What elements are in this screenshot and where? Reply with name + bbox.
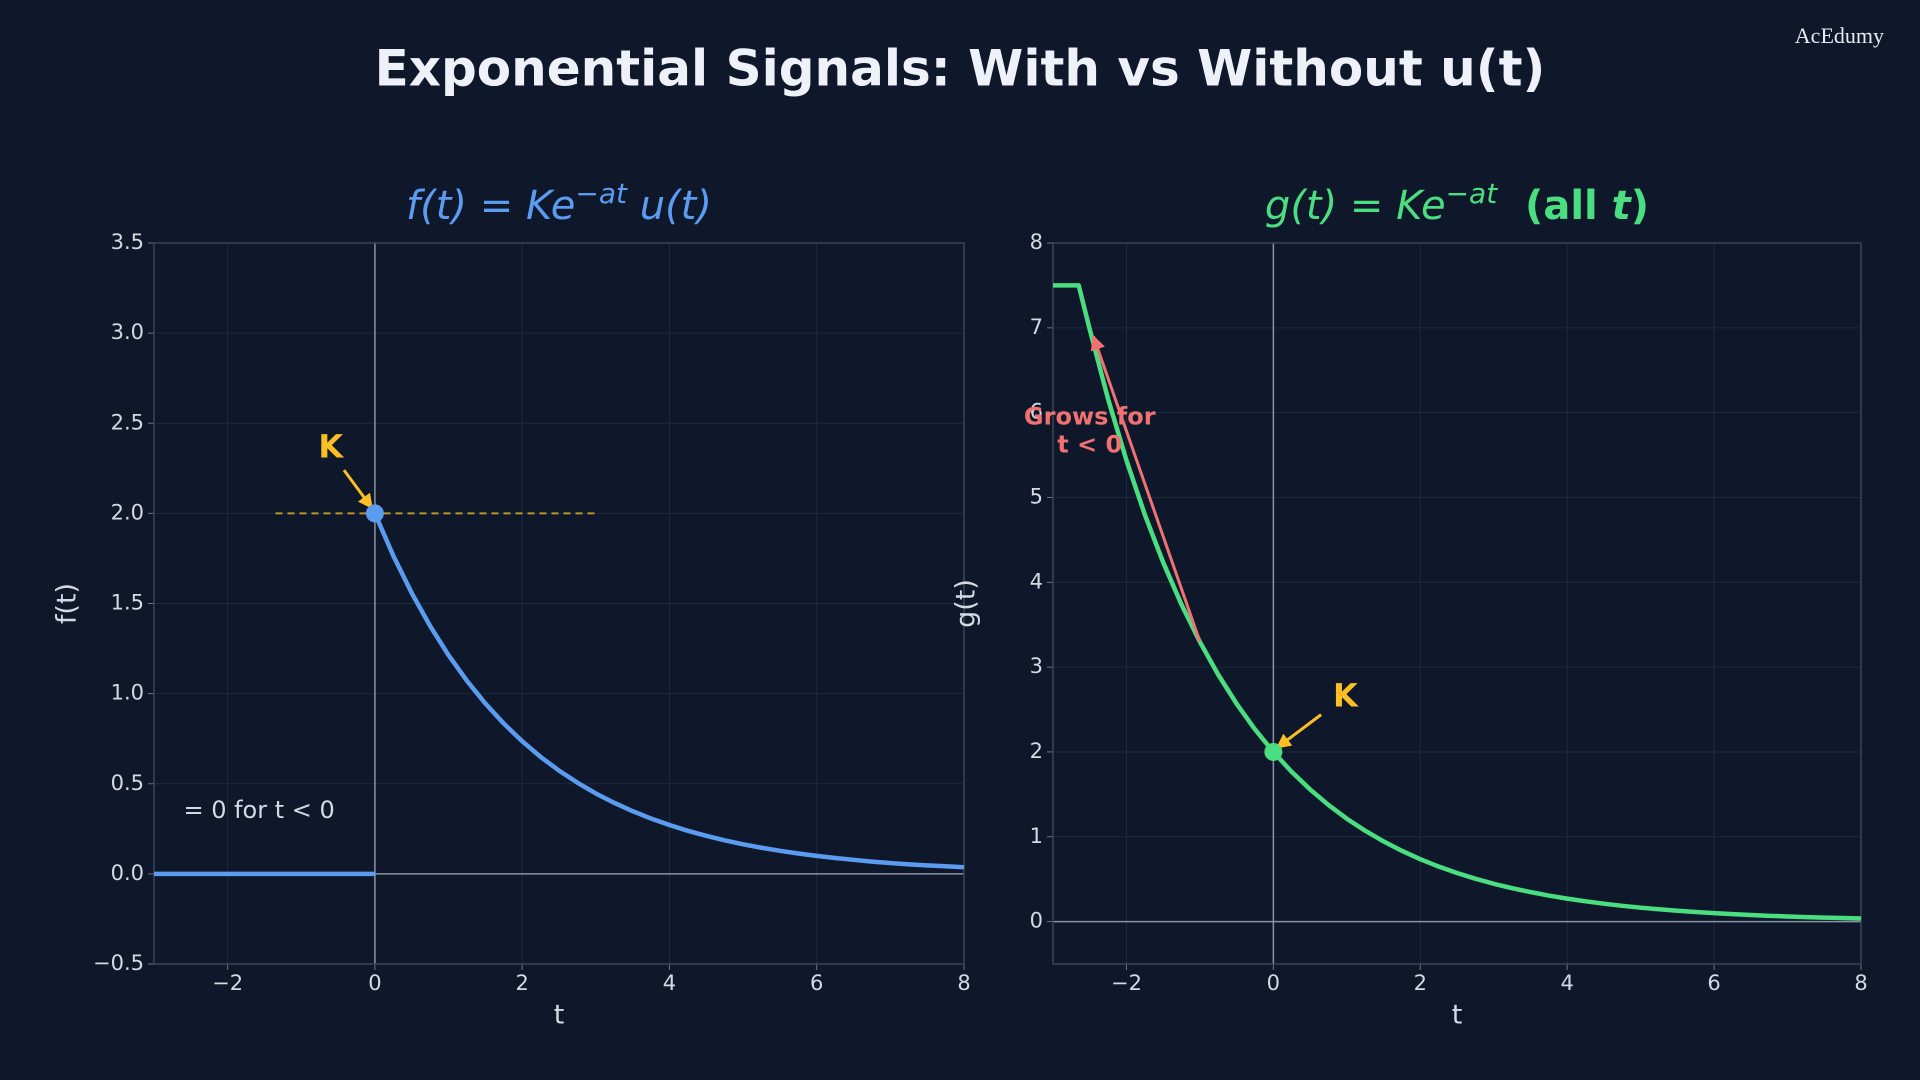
watermark: AcEdumy bbox=[1795, 23, 1884, 48]
title-part: (all bbox=[1497, 183, 1611, 229]
y-tick-label: 0.0 bbox=[111, 861, 144, 885]
annotation-text: K bbox=[1333, 677, 1359, 715]
signal-line bbox=[1053, 283, 1862, 921]
y-tick-label: 2.0 bbox=[111, 500, 144, 524]
x-tick-label: 0 bbox=[1267, 971, 1280, 995]
figure-title: Exponential Signals: With vs Without u(t… bbox=[375, 40, 1546, 98]
y-tick-label: 7 bbox=[1030, 315, 1043, 339]
y-tick-label: 5 bbox=[1030, 484, 1043, 508]
annotation-arrow bbox=[1275, 713, 1323, 749]
x-tick-label: 2 bbox=[1414, 971, 1427, 995]
annotation-arrow bbox=[1090, 334, 1202, 643]
y-tick-label: 0 bbox=[1030, 909, 1043, 933]
y-tick-label: 8 bbox=[1030, 230, 1043, 254]
title-part: u(t) bbox=[627, 183, 712, 229]
y-tick-label: 4 bbox=[1030, 569, 1043, 593]
x-tick-label: −2 bbox=[212, 971, 243, 995]
y-axis-label: g(t) bbox=[951, 579, 982, 628]
x-tick-label: 2 bbox=[515, 971, 528, 995]
title-part: −at bbox=[575, 177, 628, 210]
annotation-text: t < 0 bbox=[1057, 430, 1122, 458]
subplot-title: g(t) = Ke−at (all t) bbox=[1265, 177, 1649, 229]
annotation-text: Grows for bbox=[1024, 403, 1156, 431]
x-tick-label: 4 bbox=[1560, 971, 1573, 995]
signal-line bbox=[372, 512, 965, 870]
point-marker bbox=[365, 504, 384, 523]
x-axis-label: t bbox=[1452, 1000, 1463, 1031]
title-part: −at bbox=[1446, 177, 1499, 210]
x-tick-label: 4 bbox=[663, 971, 676, 995]
title-part: t bbox=[1612, 183, 1633, 229]
y-axis-label: f(t) bbox=[52, 583, 83, 624]
x-tick-label: −2 bbox=[1111, 971, 1142, 995]
x-tick-label: 8 bbox=[957, 971, 970, 995]
x-axis-label: t bbox=[554, 1000, 565, 1031]
x-tick-label: 8 bbox=[1854, 971, 1867, 995]
annotation-text: K bbox=[318, 427, 344, 465]
y-tick-label: 0.5 bbox=[111, 771, 144, 795]
y-tick-label: 6 bbox=[1030, 400, 1043, 424]
title-part: f(t) = Ke bbox=[406, 183, 575, 229]
x-tick-label: 6 bbox=[1707, 971, 1720, 995]
y-tick-label: 1 bbox=[1030, 824, 1043, 848]
point-marker bbox=[1264, 742, 1283, 761]
annotation-arrow bbox=[342, 469, 374, 510]
y-tick-label: 3.0 bbox=[111, 320, 144, 344]
annotation-text: = 0 for t < 0 bbox=[183, 796, 334, 824]
plot-frame bbox=[1052, 242, 1862, 965]
title-part: ) bbox=[1631, 183, 1649, 229]
y-tick-label: 2 bbox=[1030, 739, 1043, 763]
title-part: g(t) = Ke bbox=[1265, 183, 1446, 229]
y-tick-label: 1.5 bbox=[111, 591, 144, 615]
y-tick-label: −0.5 bbox=[93, 951, 144, 975]
y-tick-label: 3.5 bbox=[111, 230, 144, 254]
x-tick-label: 0 bbox=[368, 971, 381, 995]
y-tick-label: 1.0 bbox=[111, 681, 144, 705]
plot-frame bbox=[153, 242, 965, 965]
x-tick-label: 6 bbox=[810, 971, 823, 995]
y-tick-label: 3 bbox=[1030, 654, 1043, 678]
subplot-title: f(t) = Ke−at u(t) bbox=[406, 177, 712, 229]
y-tick-label: 2.5 bbox=[111, 410, 144, 434]
